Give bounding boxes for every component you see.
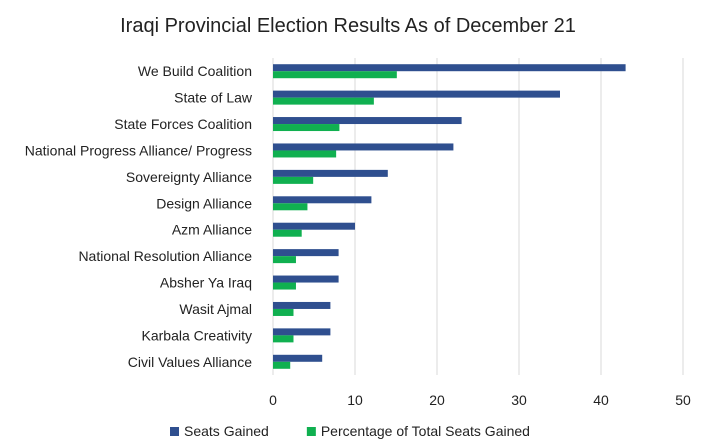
bar-percentage-seats xyxy=(273,71,397,79)
bar-percentage-seats xyxy=(273,203,308,211)
legend-label: Percentage of Total Seats Gained xyxy=(321,423,530,439)
legend-swatch xyxy=(170,427,179,436)
category-label: State Forces Coalition xyxy=(114,116,252,132)
bar-seats-gained xyxy=(273,143,454,151)
bar-percentage-seats xyxy=(273,229,302,237)
category-label: National Resolution Alliance xyxy=(78,248,252,264)
legend-swatch xyxy=(306,427,316,436)
bar-seats-gained xyxy=(273,354,323,362)
bar-seats-gained xyxy=(273,90,560,98)
bar-seats-gained xyxy=(273,64,626,72)
bar-percentage-seats xyxy=(273,97,374,105)
bar-percentage-seats xyxy=(273,256,296,264)
bar-seats-gained xyxy=(273,275,339,283)
x-tick-label: 20 xyxy=(429,392,445,408)
x-tick-labels: 0 10 20 30 40 50 xyxy=(269,392,691,408)
legend-label: Seats Gained xyxy=(184,423,269,439)
bar-percentage-seats xyxy=(273,282,296,290)
bar-seats-gained xyxy=(273,222,355,230)
grid-lines xyxy=(272,58,684,375)
bar-percentage-seats xyxy=(273,361,291,369)
bar-seats-gained xyxy=(273,249,339,257)
category-label: We Build Coalition xyxy=(138,63,252,79)
bar-percentage-seats xyxy=(273,176,314,184)
bar-seats-gained xyxy=(273,328,331,336)
x-tick-label: 50 xyxy=(675,392,691,408)
bar-percentage-seats xyxy=(273,150,337,158)
x-tick-label: 40 xyxy=(593,392,609,408)
category-label: Azm Alliance xyxy=(172,222,252,238)
bar-percentage-seats xyxy=(273,124,340,132)
category-label: Wasit Ajmal xyxy=(179,301,252,317)
chart-title: Iraqi Provincial Election Results As of … xyxy=(120,15,576,37)
category-label: State of Law xyxy=(174,90,253,106)
bar-seats-gained xyxy=(273,196,372,204)
bar-seats-gained xyxy=(273,117,462,125)
bar-percentage-seats xyxy=(273,335,294,343)
x-tick-label: 30 xyxy=(511,392,527,408)
category-label: Sovereignty Alliance xyxy=(126,169,252,185)
bar-seats-gained xyxy=(273,169,388,177)
category-label: Absher Ya Iraq xyxy=(160,275,252,291)
bar-percentage-seats xyxy=(273,308,294,316)
x-tick-label: 0 xyxy=(269,392,277,408)
category-labels: We Build Coalition State of Law State Forc… xyxy=(25,63,253,370)
legend: Seats Gained Percentage of Total Seats Ga… xyxy=(170,423,530,439)
category-label: Karbala Creativity xyxy=(142,327,253,343)
category-label: National Progress Alliance/ Progress xyxy=(25,142,252,158)
category-label: Design Alliance xyxy=(156,195,252,211)
category-label: Civil Values Alliance xyxy=(128,354,252,370)
bars xyxy=(273,64,626,369)
bar-seats-gained xyxy=(273,301,331,309)
x-tick-label: 10 xyxy=(347,392,363,408)
